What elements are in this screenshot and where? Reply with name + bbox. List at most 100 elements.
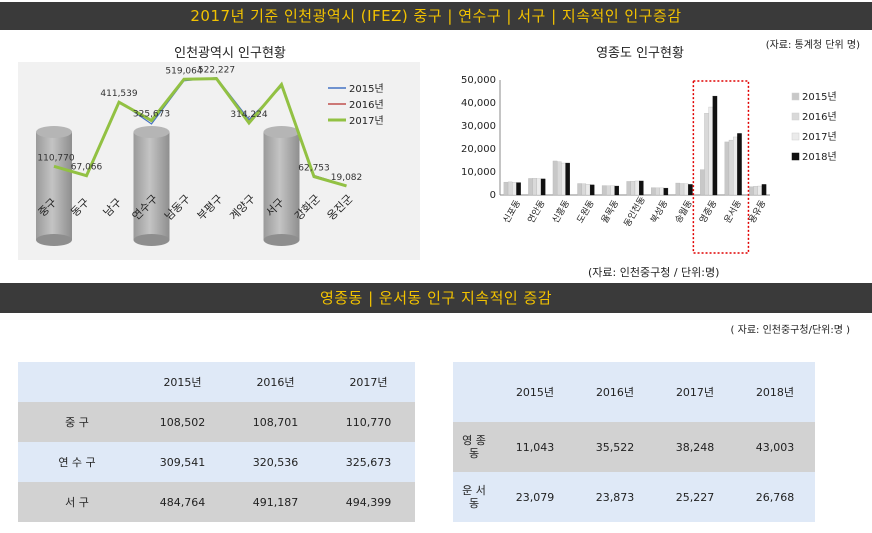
cylinder-bottom xyxy=(133,234,170,246)
table-cell: 23,079 xyxy=(515,490,555,504)
table2-col-header: 2015년 xyxy=(495,362,575,422)
data-label: 519,064 xyxy=(165,66,202,76)
x-tick-label: 율목동 xyxy=(599,198,621,225)
top-banner: 2017년 기준 인천광역시 (IFEZ) 중구 | 연수구 | 서구 | 지속… xyxy=(0,2,872,30)
top-source-note: (자료: 통계청 단위 명) xyxy=(765,40,860,51)
legend-swatch xyxy=(791,152,800,161)
x-tick-label: 영종동 xyxy=(697,198,719,225)
bar xyxy=(610,185,615,196)
bar xyxy=(626,181,631,196)
table1-col-header: 2017년 xyxy=(322,362,415,402)
legend-label: 2017년 xyxy=(802,131,837,143)
bar xyxy=(577,183,582,196)
bar xyxy=(704,113,709,196)
cylinder-body xyxy=(36,132,72,240)
legend-swatch xyxy=(791,112,800,121)
legend-label: 2015년 xyxy=(802,91,837,103)
y-tick-label: 20,000 xyxy=(461,144,496,155)
chart2-title: 영종도 인구현황 xyxy=(596,46,684,61)
cylinder-top xyxy=(133,126,170,138)
cylinder-top xyxy=(263,126,300,138)
bar xyxy=(708,106,713,196)
chart1-title: 인천광역시 인구현황 xyxy=(174,46,286,61)
legend-label: 2017년 xyxy=(349,115,384,127)
table-cell: 43,003 xyxy=(755,440,795,454)
legend-label: 2015년 xyxy=(349,83,384,95)
y-tick-label: 0 xyxy=(490,190,496,201)
table-cell: 110,770 xyxy=(345,415,392,429)
row-label: 중 구 xyxy=(65,416,89,429)
x-tick-label: 동인천동 xyxy=(622,195,648,229)
y-tick-label: 40,000 xyxy=(461,98,496,109)
table1-corner xyxy=(18,362,136,402)
bar xyxy=(512,182,517,196)
x-tick-label: 신포동 xyxy=(501,198,523,225)
legend-label: 2016년 xyxy=(802,111,837,123)
bar xyxy=(655,187,660,196)
table-cell: 309,541 xyxy=(159,455,206,469)
table-cell: 23,873 xyxy=(595,490,635,504)
bar xyxy=(683,183,689,196)
bar xyxy=(561,162,566,196)
bar xyxy=(589,184,595,196)
yeongjong-population-bar-chart: 0 10,000 20,000 30,000 40,000 50,000 신포동 연안동 신흥동… xyxy=(461,75,837,254)
table-cell: 26,768 xyxy=(755,490,795,504)
bar xyxy=(507,181,513,196)
bar xyxy=(614,185,620,196)
data-label: 110,770 xyxy=(37,153,74,163)
cylinder-bottom xyxy=(36,234,72,246)
bar xyxy=(749,186,754,196)
bar xyxy=(728,139,734,196)
x-tick-label: 용유동 xyxy=(747,198,769,225)
chart2-source-note: (자료: 인천중구청 / 단위:명) xyxy=(588,266,720,279)
table-row: 중 구 108,502 108,701 110,770 xyxy=(18,402,415,442)
bar xyxy=(712,95,718,196)
table-cell: 491,187 xyxy=(252,495,299,509)
data-label: 325,673 xyxy=(133,110,170,120)
legend-label: 2016년 xyxy=(349,99,384,111)
bar xyxy=(528,178,533,196)
bar xyxy=(650,187,656,196)
x-tick-label: 연안동 xyxy=(526,198,548,225)
bar xyxy=(581,183,587,196)
row-label: 서 구 xyxy=(65,496,89,509)
bar xyxy=(634,180,640,196)
data-label: 19,082 xyxy=(331,173,363,183)
data-label: 411,539 xyxy=(100,89,137,99)
x-tick-label: 북성동 xyxy=(648,198,670,225)
bar xyxy=(540,178,546,196)
bar xyxy=(700,169,705,196)
bar xyxy=(663,187,669,196)
table-cell: 38,248 xyxy=(675,440,715,454)
data-label: 314,224 xyxy=(230,110,267,120)
x-tick-label: 도원동 xyxy=(575,198,597,225)
table-cell: 484,764 xyxy=(159,495,206,509)
y-tick-label: 30,000 xyxy=(461,121,496,132)
table2-col-header: 2017년 xyxy=(655,362,735,422)
x-tick-label: 신흥동 xyxy=(549,198,572,226)
table-cell: 108,502 xyxy=(159,415,206,429)
bar xyxy=(761,184,767,196)
cylinder-bottom xyxy=(263,234,300,246)
mid-banner: 영종동 | 운서동 인구 지속적인 증감 xyxy=(0,283,872,313)
x-tick-label: 운서동 xyxy=(722,198,744,225)
table-cell: 494,399 xyxy=(345,495,392,509)
table-row: 서 구 484,764 491,187 494,399 xyxy=(18,482,415,522)
bar xyxy=(679,183,685,196)
cylinder-body xyxy=(263,132,300,240)
bar xyxy=(536,178,542,196)
chart1-background xyxy=(18,62,420,260)
table-row: 영 종 동 11,043 35,522 38,248 43,003 xyxy=(453,422,815,472)
dong-population-table: 2015년 2016년 2017년 2018년 영 종 동 11,043 35,… xyxy=(453,362,815,522)
table-cell: 11,043 xyxy=(515,440,555,454)
data-label: 67,066 xyxy=(71,163,103,173)
bar xyxy=(639,180,644,196)
bar xyxy=(737,133,742,196)
table2-col-header: 2016년 xyxy=(575,362,655,422)
bar xyxy=(606,185,611,196)
bar xyxy=(532,178,537,196)
highlight-box xyxy=(692,80,750,254)
bar xyxy=(552,160,558,196)
bar xyxy=(630,181,636,196)
bar xyxy=(688,184,693,196)
